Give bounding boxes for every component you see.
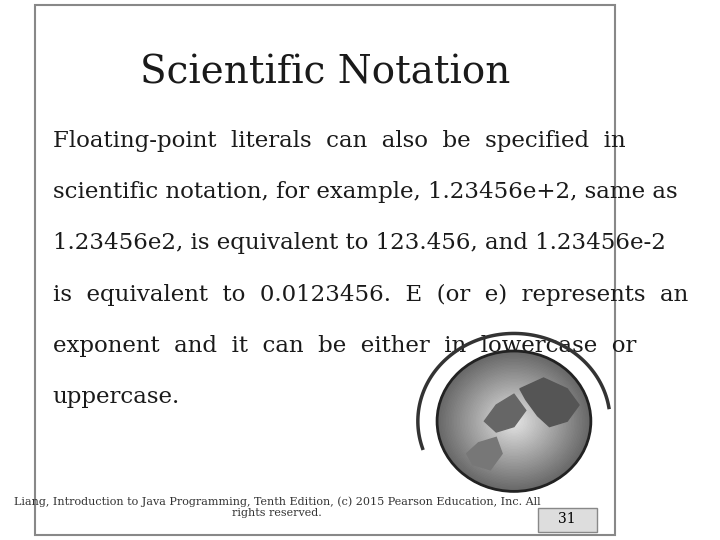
Circle shape: [489, 399, 539, 444]
Circle shape: [497, 406, 531, 437]
Text: is  equivalent  to  0.0123456.  E  (or  e)  represents  an: is equivalent to 0.0123456. E (or e) rep…: [53, 284, 688, 306]
Circle shape: [451, 364, 577, 478]
Text: 1.23456e2, is equivalent to 123.456, and 1.23456e-2: 1.23456e2, is equivalent to 123.456, and…: [53, 232, 665, 254]
Circle shape: [498, 407, 530, 436]
Circle shape: [474, 386, 553, 457]
Circle shape: [461, 373, 567, 470]
Circle shape: [477, 387, 552, 456]
Circle shape: [446, 360, 582, 483]
Circle shape: [440, 354, 588, 489]
Text: 31: 31: [559, 512, 576, 526]
Circle shape: [505, 413, 523, 430]
FancyBboxPatch shape: [538, 508, 597, 532]
Circle shape: [459, 371, 569, 471]
Text: exponent  and  it  can  be  either  in  lowercase  or: exponent and it can be either in lowerca…: [53, 335, 636, 357]
Text: scientific notation, for example, 1.23456e+2, same as: scientific notation, for example, 1.2345…: [53, 181, 678, 203]
Circle shape: [449, 362, 578, 480]
Circle shape: [490, 400, 538, 443]
Circle shape: [445, 358, 583, 484]
Circle shape: [486, 395, 542, 447]
Circle shape: [503, 411, 525, 431]
Circle shape: [473, 384, 555, 458]
Circle shape: [456, 368, 572, 474]
Circle shape: [438, 353, 589, 490]
Circle shape: [444, 357, 585, 485]
Circle shape: [500, 408, 528, 434]
Polygon shape: [467, 437, 502, 470]
Text: uppercase.: uppercase.: [53, 386, 180, 408]
Circle shape: [480, 390, 549, 453]
Circle shape: [494, 403, 534, 440]
Circle shape: [453, 366, 575, 477]
Circle shape: [508, 415, 521, 427]
Circle shape: [510, 418, 517, 424]
Circle shape: [495, 404, 533, 438]
Polygon shape: [520, 378, 579, 427]
Circle shape: [457, 369, 570, 473]
Circle shape: [478, 388, 550, 454]
Circle shape: [454, 367, 574, 476]
Circle shape: [482, 393, 545, 450]
Circle shape: [501, 410, 526, 433]
Circle shape: [470, 381, 558, 461]
Circle shape: [506, 414, 522, 428]
Circle shape: [469, 380, 559, 463]
Circle shape: [465, 377, 562, 465]
Text: Floating-point  literals  can  also  be  specified  in: Floating-point literals can also be spec…: [53, 130, 625, 152]
Circle shape: [464, 375, 564, 467]
Circle shape: [487, 397, 541, 445]
Circle shape: [492, 401, 536, 441]
Circle shape: [484, 394, 544, 448]
Circle shape: [509, 417, 518, 426]
Circle shape: [448, 361, 580, 481]
Circle shape: [472, 382, 557, 460]
Text: Liang, Introduction to Java Programming, Tenth Edition, (c) 2015 Pearson Educati: Liang, Introduction to Java Programming,…: [14, 496, 541, 518]
Circle shape: [513, 420, 516, 423]
Circle shape: [467, 378, 561, 464]
Circle shape: [481, 391, 547, 451]
Circle shape: [437, 351, 591, 491]
Circle shape: [442, 355, 586, 487]
Circle shape: [462, 374, 566, 469]
Polygon shape: [485, 394, 526, 432]
Text: Scientific Notation: Scientific Notation: [140, 54, 510, 91]
